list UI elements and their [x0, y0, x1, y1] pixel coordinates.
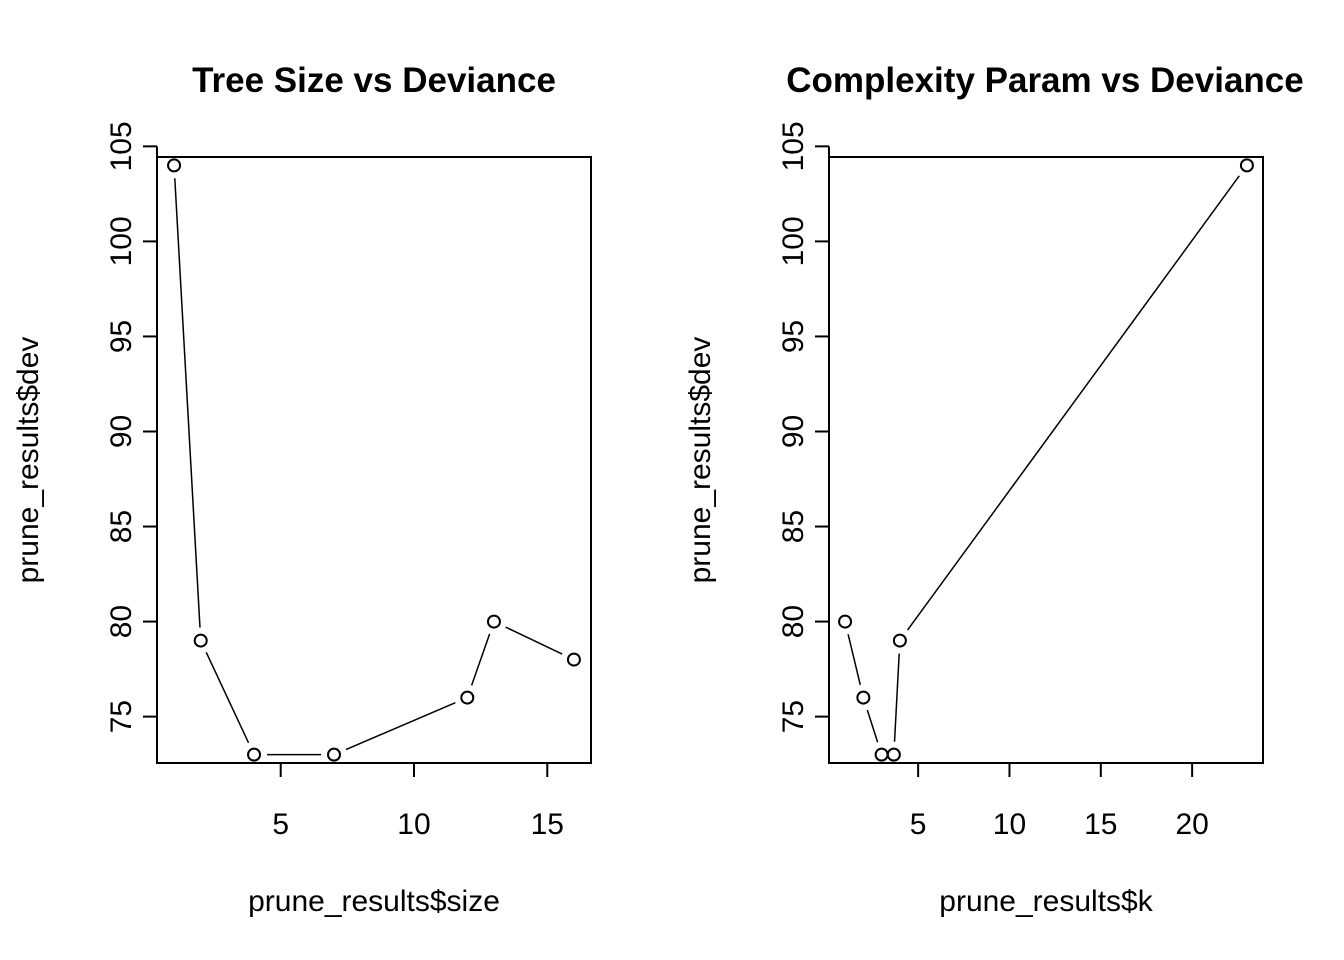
x-axis-label: prune_results$k	[939, 885, 1153, 918]
y-tick-label: 80	[777, 605, 810, 638]
y-tick-label: 95	[105, 320, 138, 353]
y-tick-label: 90	[105, 415, 138, 448]
plot-frame	[828, 156, 1264, 764]
data-point	[892, 633, 907, 648]
series-segment	[174, 178, 201, 628]
x-tick-label: 15	[1084, 808, 1117, 841]
x-tick-label: 15	[531, 808, 564, 841]
chart-title: Complexity Param vs Deviance	[786, 61, 1303, 100]
x-axis-label: prune_results$size	[248, 885, 500, 918]
series-segment	[893, 653, 900, 742]
series-segment	[847, 634, 862, 686]
data-point	[1239, 158, 1254, 173]
series-segment	[345, 702, 456, 751]
y-tick-label: 105	[105, 121, 138, 171]
plot-frame	[156, 156, 592, 764]
y-tick-label: 100	[777, 216, 810, 266]
data-series	[167, 158, 581, 762]
data-point	[193, 633, 208, 648]
panel-tree-size: Tree Size vs Deviance prune_results$size…	[12, 61, 592, 918]
y-tick-label: 75	[777, 700, 810, 733]
data-point	[874, 747, 889, 762]
data-point	[566, 652, 581, 667]
data-point	[486, 614, 501, 629]
y-axis-label: prune_results$dev	[684, 337, 717, 584]
x-tick-label: 10	[993, 808, 1026, 841]
series-segment	[205, 652, 250, 744]
y-axis-label: prune_results$dev	[12, 337, 45, 584]
data-point	[856, 690, 871, 705]
x-tick-label: 10	[397, 808, 430, 841]
data-point	[327, 747, 342, 762]
y-tick-label: 90	[777, 415, 810, 448]
x-tick-label: 5	[272, 808, 289, 841]
y-tick-label: 105	[777, 121, 810, 171]
axis-ticks: 5 10 15 20 75 80 85 90 95 100 105	[777, 121, 1209, 841]
series-segment	[906, 175, 1240, 631]
data-point	[838, 614, 853, 629]
series-segment	[505, 626, 563, 655]
series-segment	[470, 633, 491, 686]
series-segment	[866, 709, 879, 743]
y-tick-label: 85	[105, 510, 138, 543]
y-tick-label: 80	[105, 605, 138, 638]
y-tick-label: 100	[105, 216, 138, 266]
axis-ticks: 5 10 15 75 80 85 90 95 100 105	[105, 121, 564, 841]
chart-title: Tree Size vs Deviance	[192, 61, 556, 100]
y-tick-label: 75	[105, 700, 138, 733]
data-point	[167, 158, 182, 173]
data-point	[886, 747, 901, 762]
y-tick-label: 95	[777, 320, 810, 353]
data-point	[247, 747, 262, 762]
y-tick-label: 85	[777, 510, 810, 543]
x-tick-label: 5	[910, 808, 927, 841]
panel-complexity-param: Complexity Param vs Deviance prune_resul…	[684, 61, 1304, 918]
x-tick-label: 20	[1175, 808, 1208, 841]
data-series	[838, 158, 1254, 762]
data-point	[460, 690, 475, 705]
